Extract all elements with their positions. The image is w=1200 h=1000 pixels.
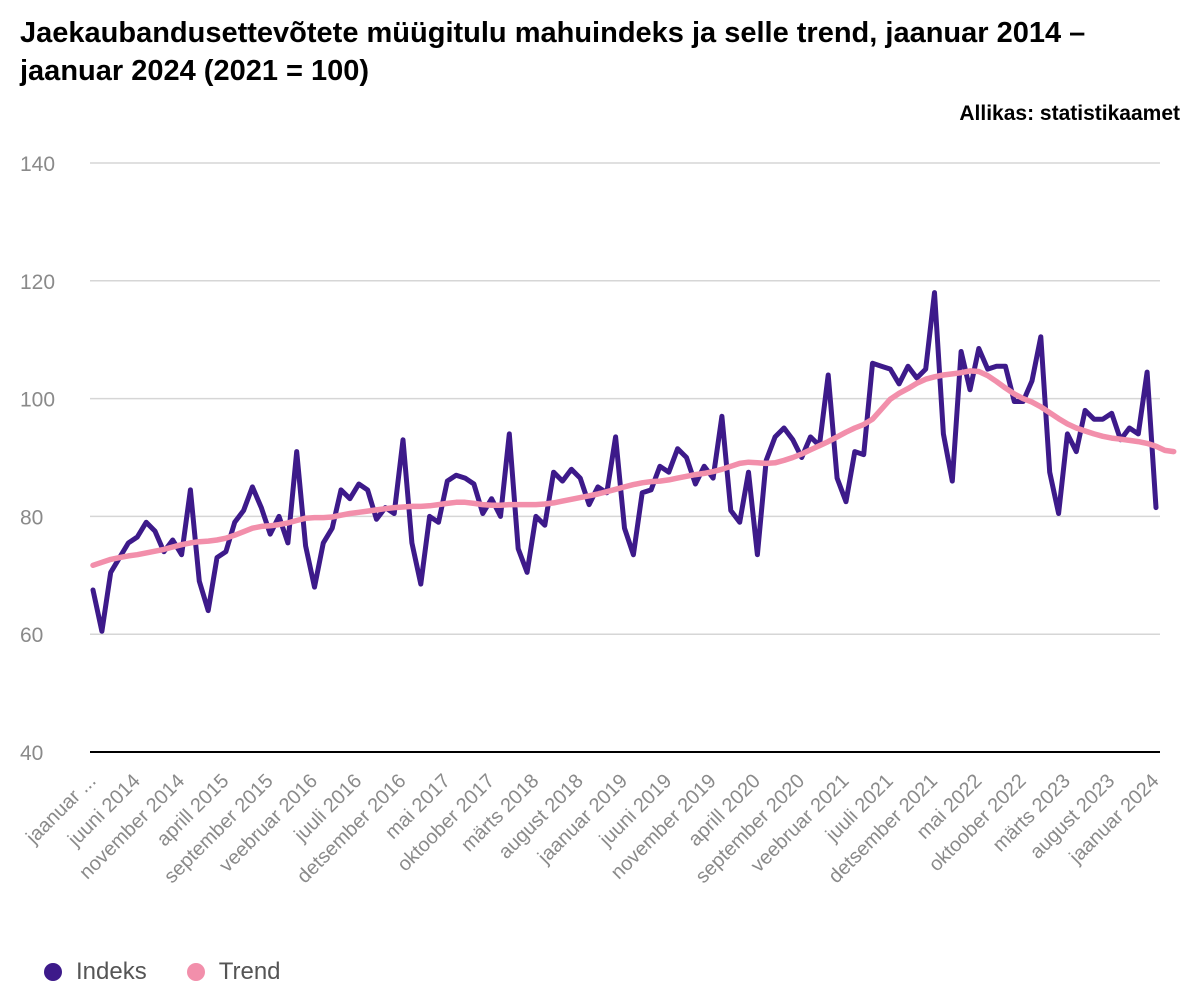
legend-label-trend: Trend bbox=[218, 958, 281, 985]
series-line-indeks[interactable] bbox=[90, 290, 1159, 634]
y-tick-label: 40 bbox=[20, 742, 43, 765]
series-line-trend[interactable] bbox=[90, 368, 1177, 569]
y-tick-label: 100 bbox=[20, 389, 55, 412]
y-tick-label: 80 bbox=[20, 506, 43, 529]
legend-item-trend[interactable]: Trend bbox=[186, 958, 281, 986]
legend-dot-indeks bbox=[44, 963, 62, 981]
legend-dot-trend bbox=[186, 963, 205, 981]
legend-item-indeks[interactable]: Indeks bbox=[44, 958, 147, 986]
y-tick-label: 120 bbox=[20, 271, 55, 294]
y-axis: 40 60 80 100 120 140 bbox=[20, 153, 55, 765]
y-tick-label: 60 bbox=[20, 624, 43, 647]
chart-title: Jaekaubandusettevõtete müügitulu mahuind… bbox=[20, 17, 1086, 87]
legend: Indeks Trend bbox=[44, 958, 281, 986]
source-label: Allikas: statistikaamet bbox=[959, 102, 1180, 125]
grid-lines bbox=[90, 162, 1160, 753]
line-chart: 40 60 80 100 120 140 jaanuar ...juuni 2014nov… bbox=[20, 153, 1177, 888]
legend-label-indeks: Indeks bbox=[76, 958, 147, 985]
y-tick-label: 140 bbox=[20, 153, 55, 176]
series-lines bbox=[90, 290, 1177, 634]
